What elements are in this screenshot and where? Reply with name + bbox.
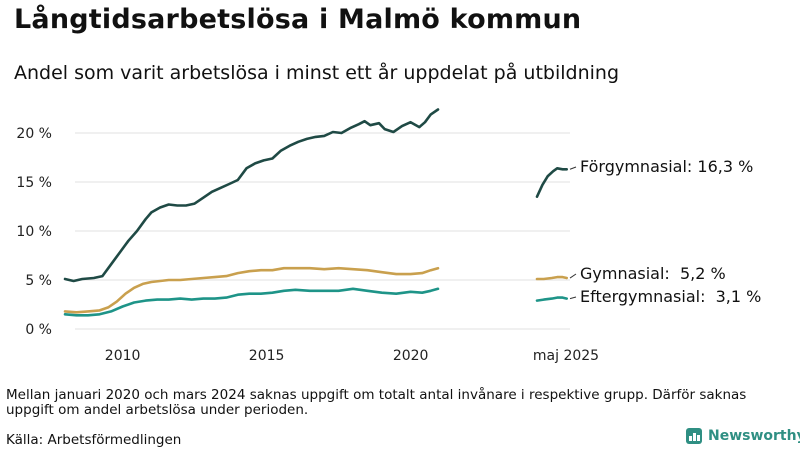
series-line-inset-förgymnasial <box>535 167 568 198</box>
series-label-leader <box>569 166 577 170</box>
series-line-förgymnasial <box>63 108 440 283</box>
bar-chart-icon <box>686 428 702 444</box>
series-line-inset-eftergymnasial <box>535 296 568 302</box>
y-tick-label: 10 % <box>16 224 52 240</box>
source-text: Källa: Arbetsförmedlingen <box>6 432 182 448</box>
chart-subtitle: Andel som varit arbetslösa i minst ett å… <box>14 62 620 84</box>
y-tick-label: 0 % <box>25 322 52 338</box>
x-tick-label: 2020 <box>393 348 429 364</box>
series-end-label: Gymnasial: 5,2 % <box>580 264 726 283</box>
y-tick-label: 15 % <box>16 175 52 191</box>
series-line-inset-gymnasial <box>535 275 568 281</box>
series-line-gymnasial <box>63 266 440 314</box>
series-label-leader <box>569 273 577 279</box>
x-tick-label-inset: maj 2025 <box>533 348 599 364</box>
chart-title: Långtidsarbetslösa i Malmö kommun <box>14 4 582 35</box>
x-tick-label: 2015 <box>249 348 285 364</box>
series-line-eftergymnasial <box>63 287 440 317</box>
series-label-leader <box>569 296 577 300</box>
y-tick-label: 5 % <box>25 273 52 289</box>
y-tick-label: 20 % <box>16 126 52 142</box>
series-end-label: Eftergymnasial: 3,1 % <box>580 287 761 306</box>
line-chart: 0 %5 %10 %15 %20 % 2010 2015 2020 maj 2025 … <box>16 108 761 364</box>
footnote: Mellan januari 2020 och mars 2024 saknas… <box>6 387 747 418</box>
brand-logo: Newsworthy <box>686 428 800 444</box>
x-tick-label: 2010 <box>105 348 141 364</box>
brand-name: Newsworthy <box>708 428 800 444</box>
series-end-label: Förgymnasial: 16,3 % <box>580 157 753 176</box>
